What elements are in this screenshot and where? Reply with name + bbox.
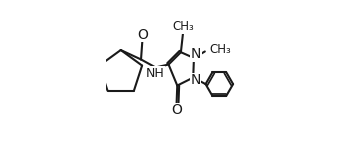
Text: CH₃: CH₃: [209, 43, 231, 56]
Text: N: N: [191, 47, 201, 61]
Text: O: O: [137, 28, 148, 42]
Text: NH: NH: [145, 67, 164, 80]
Text: N: N: [190, 74, 200, 87]
Text: CH₃: CH₃: [172, 20, 194, 33]
Text: O: O: [171, 103, 182, 117]
